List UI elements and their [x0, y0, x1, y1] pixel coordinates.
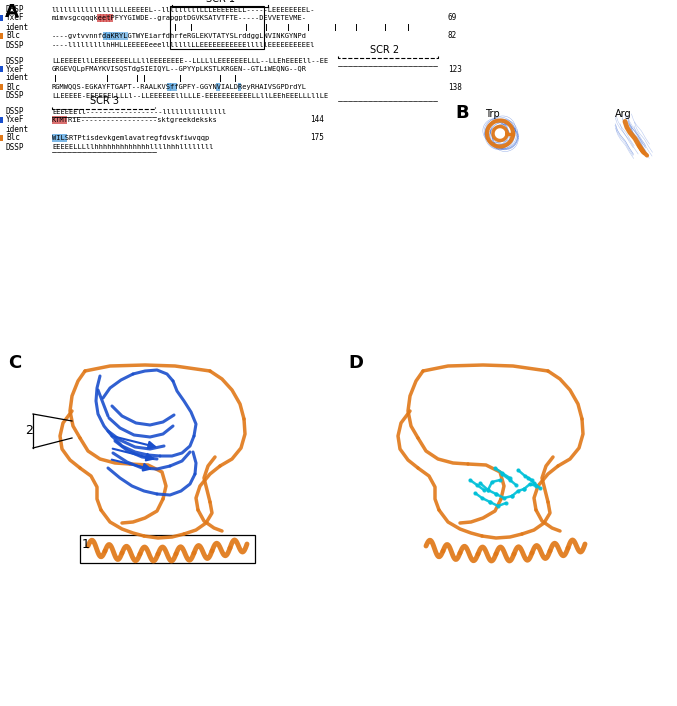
Text: mimvsgcqqqkeetPFYYGIWDE--grapgptDGVKSATVTFTE-----DEVVETEVME-: mimvsgcqqqkeetPFYYGIWDE--grapgptDGVKSATV… — [52, 15, 307, 21]
FancyBboxPatch shape — [51, 116, 55, 124]
FancyBboxPatch shape — [55, 116, 58, 124]
Text: EEEEELLLllhhhhhhhhhhhhhllllhhhllllllll: EEEEELLLllhhhhhhhhhhhhhllllhhhllllllll — [52, 144, 213, 150]
Text: KTMTRiE------------------sktgreekdeksks: KTMTRiE------------------sktgreekdeksks — [52, 117, 218, 123]
FancyBboxPatch shape — [110, 14, 113, 22]
FancyBboxPatch shape — [51, 134, 55, 142]
FancyBboxPatch shape — [116, 32, 119, 40]
FancyBboxPatch shape — [173, 83, 177, 91]
FancyBboxPatch shape — [104, 14, 107, 22]
Text: A: A — [5, 3, 19, 21]
Text: SCR 3: SCR 3 — [91, 96, 120, 106]
FancyBboxPatch shape — [122, 32, 125, 40]
Text: 1: 1 — [82, 538, 90, 551]
Text: ----lllllllllhHHLLEEEEEeeelllllllLLEEEEEEEEEEElllllEEEEEEEEEEl: ----lllllllllhHHLLEEEEEeeelllllllLLEEEEE… — [52, 42, 315, 48]
Bar — [170, 6, 264, 49]
Bar — [0, 33, 3, 39]
Text: B: B — [455, 104, 468, 122]
Text: 69: 69 — [448, 13, 457, 23]
FancyBboxPatch shape — [55, 134, 58, 142]
FancyBboxPatch shape — [112, 32, 116, 40]
Text: LLEEEEEllLEEEEEEEELLLllEEEEEEEE--LLLLlLEEEEEEELLL--LLEhEEEEll--EE: LLEEEEEllLEEEEEEEELLLllEEEEEEEE--LLLLlLE… — [52, 58, 328, 64]
FancyBboxPatch shape — [58, 116, 61, 124]
FancyBboxPatch shape — [118, 32, 122, 40]
Text: 123: 123 — [448, 64, 462, 73]
Text: LLEEEEE-EEEEEELLLLl--LLEEEEEEllLLLE-EEEEEEEEEEELLllLEEhEEELLLllLE: LLEEEEE-EEEEEELLLLl--LLEEEEEEllLLLE-EEEE… — [52, 93, 328, 99]
Text: EEEEEEll------------------lllllllllllllll: EEEEEEll------------------llllllllllllll… — [52, 109, 226, 115]
Text: ident: ident — [5, 124, 28, 133]
FancyBboxPatch shape — [110, 32, 113, 40]
FancyBboxPatch shape — [61, 134, 64, 142]
FancyBboxPatch shape — [171, 83, 174, 91]
Bar — [0, 66, 3, 72]
Text: DSSP: DSSP — [5, 56, 24, 66]
FancyBboxPatch shape — [64, 116, 67, 124]
FancyBboxPatch shape — [125, 32, 128, 40]
Text: D: D — [348, 354, 363, 372]
Text: Blc: Blc — [6, 83, 20, 92]
Text: 175: 175 — [310, 133, 324, 143]
Text: 82: 82 — [448, 32, 457, 40]
Bar — [0, 135, 3, 141]
Text: ident: ident — [5, 23, 28, 32]
FancyBboxPatch shape — [106, 14, 110, 22]
FancyBboxPatch shape — [58, 134, 61, 142]
Text: DSSP: DSSP — [5, 40, 24, 49]
Text: YxeF: YxeF — [6, 64, 24, 73]
Bar — [80, 535, 255, 563]
Text: YxeF: YxeF — [6, 13, 24, 23]
Text: Blc: Blc — [6, 32, 20, 40]
Text: 144: 144 — [310, 116, 324, 124]
Text: 2: 2 — [25, 424, 33, 438]
Text: DSSP: DSSP — [5, 92, 24, 100]
Text: lllllllllllllllLLLEEEEEL--lllllllllLLLEEEEEELL-----LEEEEEEEEL-: lllllllllllllllLLLEEEEEL--lllllllllLLLEE… — [52, 7, 315, 13]
FancyBboxPatch shape — [216, 83, 219, 91]
Text: Trp: Trp — [485, 109, 500, 119]
FancyBboxPatch shape — [106, 32, 110, 40]
Text: SCR 1: SCR 1 — [206, 0, 234, 4]
Text: YxeF: YxeF — [6, 116, 24, 124]
Text: DSSP: DSSP — [5, 6, 24, 15]
Text: SCR 2: SCR 2 — [370, 45, 399, 55]
Text: WILSRTPtisdevkgemlavatregfdvskfiwvqqp: WILSRTPtisdevkgemlavatregfdvskfiwvqqp — [52, 135, 209, 141]
FancyBboxPatch shape — [61, 116, 64, 124]
Text: DSSP: DSSP — [5, 143, 24, 152]
Text: DSSP: DSSP — [5, 107, 24, 116]
FancyBboxPatch shape — [104, 32, 107, 40]
FancyBboxPatch shape — [238, 83, 241, 91]
Text: RGMWQQS-EGKAYFTGAPT--RAALKVSffGPFY-GGYNVIALDReyRHAIVSGPDrdYL: RGMWQQS-EGKAYFTGAPT--RAALKVSffGPFY-GGYNV… — [52, 84, 307, 90]
Text: 138: 138 — [448, 83, 462, 92]
Bar — [0, 84, 3, 90]
FancyBboxPatch shape — [100, 14, 104, 22]
Text: ----gvtvvnnfdaKRYLGTWYEiarfdhrfeRGLEKVTATYSLrddggLNVINKGYNPd: ----gvtvvnnfdaKRYLGTWYEiarfdhrfeRGLEKVTA… — [52, 33, 307, 39]
FancyBboxPatch shape — [97, 14, 101, 22]
FancyBboxPatch shape — [167, 83, 171, 91]
Text: GRGEVQLpFMAYKVISQSTdgSIEIQYL--GPYYpLKSTLKRGEN--GTLiWEQNG--QR: GRGEVQLpFMAYKVISQSTdgSIEIQYL--GPYYpLKSTL… — [52, 66, 307, 72]
Text: Arg: Arg — [615, 109, 632, 119]
Bar — [0, 117, 3, 123]
Text: ident: ident — [5, 73, 28, 83]
Text: Blc: Blc — [6, 133, 20, 143]
FancyBboxPatch shape — [64, 134, 67, 142]
Text: C: C — [8, 354, 21, 372]
Bar — [0, 15, 3, 21]
